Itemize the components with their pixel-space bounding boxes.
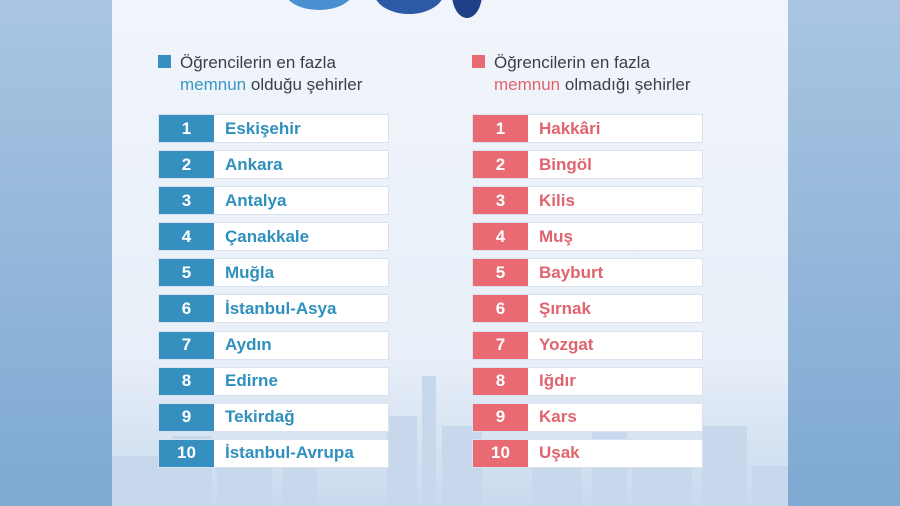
rank-number: 6 (473, 295, 528, 323)
legend-line1: Öğrencilerin en fazla (494, 53, 650, 72)
city-name: Şırnak (539, 298, 591, 318)
city-name: Muş (539, 226, 573, 246)
ranking-row: 6 İstanbul-Asya (158, 294, 389, 324)
ranking-row: 2 Bingöl (472, 150, 703, 180)
right-background (788, 0, 900, 506)
ranking-row: 9 Kars (472, 402, 703, 432)
unsatisfied-cities-list: Öğrencilerin en fazla memnun olmadığı şe… (472, 52, 703, 475)
city-name: Muğla (225, 262, 275, 282)
ranking-row: 8 Iğdır (472, 366, 703, 396)
city-name: Aydın (225, 335, 272, 355)
rank-number: 8 (473, 367, 528, 395)
city-name: Uşak (539, 443, 580, 463)
city-name: İstanbul-Avrupa (225, 443, 354, 463)
rank-number: 3 (473, 187, 528, 215)
city-name: Yozgat (539, 335, 594, 355)
ranking-row: 4 Muş (472, 222, 703, 252)
ranking-row: 10 Uşak (472, 438, 703, 468)
rank-number: 5 (159, 259, 214, 287)
ranking-row: 7 Aydın (158, 330, 389, 360)
legend-square-blue (158, 55, 171, 68)
rank-number: 2 (473, 151, 528, 179)
rank-number: 8 (159, 367, 214, 395)
ranking-row: 5 Muğla (158, 258, 389, 288)
left-background (0, 0, 112, 506)
city-name: Tekirdağ (225, 407, 295, 427)
rank-number: 2 (159, 151, 214, 179)
rank-number: 4 (473, 223, 528, 251)
rank-number: 9 (159, 403, 214, 431)
city-name: Kilis (539, 190, 575, 210)
city-name: Çanakkale (225, 226, 310, 246)
rank-number: 10 (159, 439, 214, 467)
rank-number: 4 (159, 223, 214, 251)
city-name: Kars (539, 407, 577, 427)
city-name: Antalya (225, 190, 287, 210)
rank-number: 5 (473, 259, 528, 287)
ranking-row: 8 Edirne (158, 366, 389, 396)
rank-number: 9 (473, 403, 528, 431)
city-name: Bayburt (539, 262, 604, 282)
map-fragment (374, 0, 444, 14)
rank-number: 3 (159, 187, 214, 215)
rank-number: 1 (159, 115, 214, 142)
legend-highlight: memnun (180, 75, 247, 94)
legend-rest: olmadığı şehirler (564, 75, 691, 94)
ranking-row: 3 Kilis (472, 186, 703, 216)
rank-number: 6 (159, 295, 214, 323)
city-name: İstanbul-Asya (225, 298, 337, 318)
rank-number: 7 (159, 331, 214, 359)
city-name: Iğdır (539, 371, 576, 391)
ranking-row: 9 Tekirdağ (158, 402, 389, 432)
ranking-row: 10 İstanbul-Avrupa (158, 438, 389, 468)
legend-unsatisfied: Öğrencilerin en fazla memnun olmadığı şe… (472, 52, 703, 102)
city-name: Edirne (225, 371, 278, 391)
legend-highlight: memnun (494, 75, 561, 94)
legend-rest: olduğu şehirler (250, 75, 363, 94)
ranking-row: 7 Yozgat (472, 330, 703, 360)
ranking-row: 1 Hakkâri (472, 114, 703, 143)
rank-number: 10 (473, 439, 528, 467)
city-name: Hakkâri (539, 118, 601, 138)
infographic-panel: Öğrencilerin en fazla memnun olduğu şehi… (112, 0, 788, 506)
legend-line1: Öğrencilerin en fazla (180, 53, 336, 72)
ranking-row: 6 Şırnak (472, 294, 703, 324)
map-fragment (284, 0, 354, 10)
map-fragment (452, 0, 482, 18)
rank-number: 1 (473, 115, 528, 142)
ranking-row: 5 Bayburt (472, 258, 703, 288)
legend-square-red (472, 55, 485, 68)
ranking-row: 2 Ankara (158, 150, 389, 180)
rank-number: 7 (473, 331, 528, 359)
ranking-row: 3 Antalya (158, 186, 389, 216)
city-name: Eskişehir (225, 118, 301, 138)
ranking-row: 4 Çanakkale (158, 222, 389, 252)
legend-satisfied: Öğrencilerin en fazla memnun olduğu şehi… (158, 52, 389, 102)
city-name: Bingöl (539, 154, 592, 174)
city-name: Ankara (225, 154, 283, 174)
satisfied-cities-list: Öğrencilerin en fazla memnun olduğu şehi… (158, 52, 389, 475)
ranking-row: 1 Eskişehir (158, 114, 389, 143)
